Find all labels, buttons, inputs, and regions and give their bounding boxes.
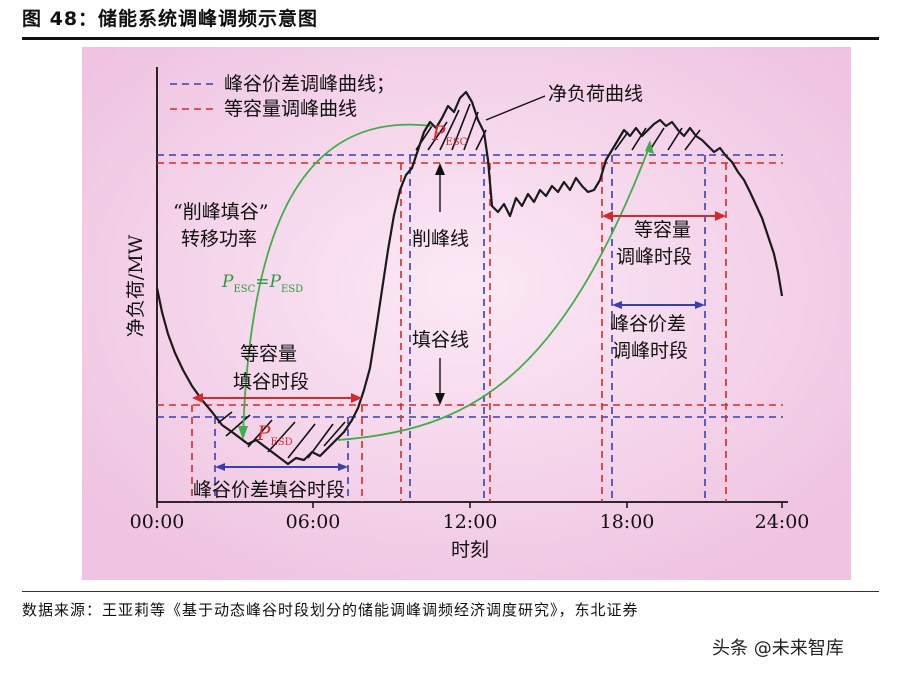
- net-load-pointer: [485, 95, 546, 121]
- svg-text:PESC=PESD: PESC=PESD: [221, 272, 303, 295]
- transfer-power-label: 转移功率: [181, 228, 257, 250]
- legend: 峰谷价差调峰曲线； 等容量调峰曲线: [170, 73, 395, 120]
- net-load-label: 净负荷曲线: [548, 83, 643, 105]
- peak-line-label: 削峰线: [412, 228, 469, 250]
- source-note: 数据来源：王亚莉等《基于动态峰谷时段划分的储能调峰调频经济调度研究》，东北证券: [22, 601, 639, 619]
- title-rule: [22, 37, 879, 40]
- x-axis-label: 时刻: [451, 539, 489, 561]
- x-tick-label: 18:00: [600, 511, 655, 533]
- axes: [156, 67, 788, 503]
- pv-peak-arrowhead-right: [695, 301, 705, 309]
- equation-sub-esd: ESD: [281, 284, 303, 295]
- x-tick-label: 24:00: [755, 511, 810, 533]
- transfer-curves: [242, 123, 651, 441]
- net-load-curve: [155, 90, 784, 466]
- transfer-power-label: “削峰填谷”: [173, 201, 268, 223]
- valley-line-arrowhead: [435, 393, 445, 405]
- y-axis-label: 净负荷/MW: [125, 234, 147, 337]
- x-tick-label: 06:00: [286, 511, 341, 533]
- power-equation: PESC=PESD: [221, 272, 303, 295]
- eq-valley-label: 填谷时段: [233, 371, 309, 393]
- pv-valley-arrowhead-left: [215, 463, 225, 471]
- pv-valley-arrowhead-right: [338, 463, 348, 471]
- p-esd-label: PESD: [256, 421, 293, 448]
- eq-peak-label: 调峰时段: [616, 246, 692, 268]
- source-rule: [22, 591, 879, 592]
- legend-red-label: 等容量调峰曲线: [224, 98, 357, 120]
- x-tick-marks: [156, 502, 783, 508]
- equation-sub-esc: ESC: [233, 284, 255, 295]
- vertical-reference-lines: [191, 155, 727, 502]
- x-tick-label: 12:00: [443, 511, 498, 533]
- equation-eq-p: =P: [255, 272, 281, 292]
- diagram-panel: [82, 47, 851, 580]
- eq-valley-label: 等容量: [240, 343, 297, 365]
- eq-peak-label: 等容量: [634, 219, 691, 241]
- pv-peak-label: 调峰时段: [612, 340, 688, 362]
- valley-line-label: 填谷线: [412, 329, 469, 351]
- pv-valley-label: 峰谷价差填谷时段: [193, 479, 345, 501]
- transfer-arrowhead: [645, 140, 654, 154]
- eq-peak-arrowhead-right: [715, 211, 726, 221]
- eq-peak-arrowhead-left: [602, 211, 613, 221]
- eq-valley-arrowhead-left: [192, 393, 203, 403]
- p-esc-label: PESC: [431, 121, 468, 148]
- legend-blue-label: 峰谷价差调峰曲线；: [224, 73, 395, 95]
- pv-peak-label: 峰谷价差: [610, 313, 686, 335]
- watermark: 头条 @未来智库: [712, 638, 844, 659]
- eq-valley-arrowhead-right: [351, 393, 362, 403]
- x-tick-label: 00:00: [130, 511, 185, 533]
- peak-line-arrowhead: [435, 163, 445, 175]
- transfer-arrowhead: [238, 426, 248, 440]
- pv-peak-arrowhead-left: [612, 301, 622, 309]
- figure-title: 图 48：储能系统调峰调频示意图: [22, 8, 319, 30]
- equation-p: P: [221, 272, 234, 292]
